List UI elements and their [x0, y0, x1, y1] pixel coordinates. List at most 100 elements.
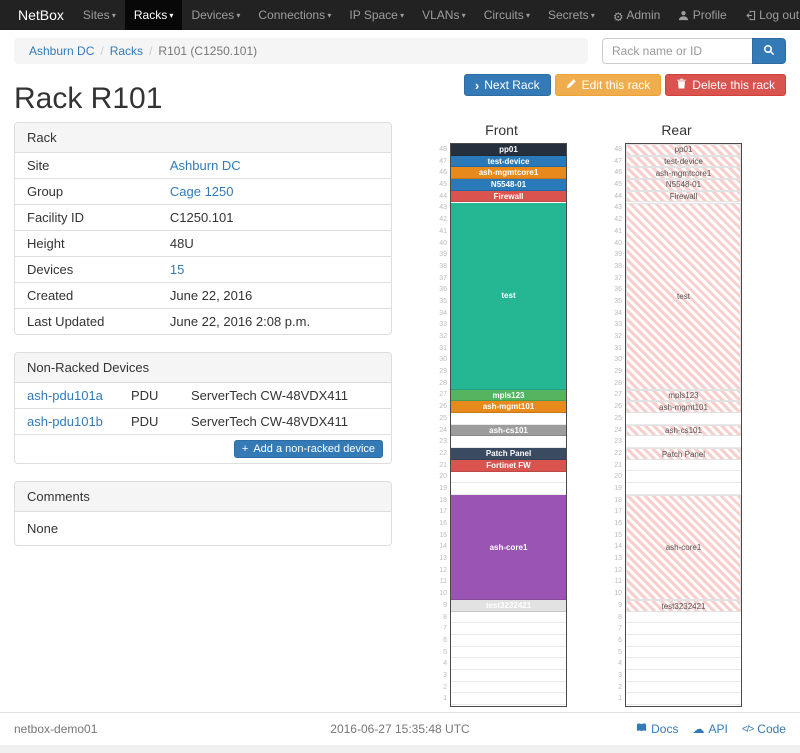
edit-rack-button[interactable]: Edit this rack [554, 74, 662, 96]
unit-number: 31 [439, 344, 447, 352]
nav-item-ip-space[interactable]: IP Space ▾ [340, 0, 413, 30]
unit-number: 40 [439, 239, 447, 247]
rack-attr-table: Site Ashburn DC Group Cage 1250 Facility ID C… [15, 153, 391, 334]
unit-number: 15 [614, 531, 622, 539]
rack-device[interactable]: test-device [626, 155, 741, 168]
nav-item-sites[interactable]: Sites ▾ [74, 0, 125, 30]
rack-device[interactable]: ash-mgmt101 [451, 401, 566, 414]
attr-value: June 22, 2016 2:08 p.m. [169, 314, 311, 329]
nav-admin[interactable]: ⚙ Admin [604, 0, 669, 30]
rack-device[interactable]: pp01 [626, 144, 741, 156]
nav-item-vlans[interactable]: VLANs ▾ [413, 0, 475, 30]
nav-item-circuits[interactable]: Circuits ▾ [475, 0, 539, 30]
nav-logout[interactable]: Log out [736, 0, 800, 30]
add-non-racked-device-button[interactable]: + Add a non-racked device [233, 440, 383, 458]
unit-number: 14 [614, 543, 622, 551]
rack-unit-slot [451, 670, 566, 682]
rack-device[interactable]: Firewall [451, 190, 566, 203]
unit-number: 24 [439, 426, 447, 434]
device-name-link[interactable]: ash-pdu101a [27, 388, 103, 403]
unit-number: 10 [439, 590, 447, 598]
unit-number: 26 [614, 403, 622, 411]
rack-device[interactable]: ash-cs101 [451, 424, 566, 437]
rack-device[interactable]: ash-mgmtcore1 [626, 167, 741, 180]
code-link[interactable]: </> Code [742, 722, 786, 736]
nav-profile[interactable]: Profile [669, 0, 735, 30]
rack-device[interactable]: mpls123 [626, 389, 741, 402]
nav-right: ⚙ Admin Profile Log out [604, 0, 800, 30]
page-title: Rack R101 [14, 82, 163, 115]
unit-number: 27 [614, 391, 622, 399]
nav-item-racks[interactable]: Racks ▾ [124, 0, 183, 30]
unit-number: 9 [618, 601, 622, 609]
nav-item-secrets[interactable]: Secrets ▾ [539, 0, 604, 30]
rack-device[interactable]: ash-core1 [626, 495, 741, 601]
search-input[interactable] [602, 38, 752, 64]
code-label: Code [757, 722, 786, 736]
breadcrumb-item[interactable]: Racks [109, 44, 144, 58]
logout-icon [745, 2, 756, 32]
rack-device[interactable]: test3232421 [451, 600, 566, 612]
rack-unit-slot [451, 436, 566, 448]
unit-number: 43 [614, 204, 622, 212]
pencil-icon [566, 78, 577, 92]
unit-number: 17 [614, 508, 622, 516]
rack-device[interactable]: Patch Panel [626, 448, 741, 460]
unit-number: 43 [439, 204, 447, 212]
rack-device[interactable]: Firewall [626, 190, 741, 203]
api-link[interactable]: ☁ API [692, 722, 727, 736]
device-name-link[interactable]: ash-pdu101b [27, 414, 103, 429]
attr-value[interactable]: Cage 1250 [169, 184, 234, 199]
rack-device[interactable]: pp01 [451, 144, 566, 156]
unit-number: 27 [439, 391, 447, 399]
attr-value[interactable]: Ashburn DC [169, 158, 241, 173]
unit-number: 20 [614, 473, 622, 481]
delete-rack-button[interactable]: Delete this rack [665, 74, 786, 96]
rack-unit-slot [451, 647, 566, 659]
unit-number: 45 [439, 181, 447, 189]
breadcrumb-item[interactable]: Ashburn DC [29, 44, 95, 58]
rack-device[interactable]: ash-mgmt101 [626, 401, 741, 414]
nav-item-connections[interactable]: Connections ▾ [249, 0, 340, 30]
rack-unit-slot [451, 682, 566, 694]
rack-device[interactable]: Patch Panel [451, 448, 566, 460]
brand-link[interactable]: NetBox [18, 7, 64, 23]
rack-device[interactable]: N5548-01 [451, 179, 566, 191]
rack-device[interactable]: mpls123 [451, 389, 566, 402]
attr-value[interactable]: 15 [169, 262, 185, 277]
search-button[interactable] [752, 38, 786, 64]
rack-unit-slot [626, 471, 741, 483]
attr-label: Last Updated [27, 314, 105, 329]
attr-label: Created [27, 288, 74, 303]
unit-number: 13 [614, 555, 622, 563]
unit-number: 20 [439, 473, 447, 481]
rack-device[interactable]: test [451, 202, 566, 390]
rack-unit-slot [626, 612, 741, 624]
rack-device[interactable]: N5548-01 [626, 179, 741, 191]
rack-unit-slot [626, 460, 741, 472]
rack-attr-row: Site Ashburn DC [15, 153, 391, 178]
rack-device[interactable]: test [626, 202, 741, 390]
next-rack-button[interactable]: › Next Rack [463, 74, 551, 96]
unit-number: 15 [439, 531, 447, 539]
unit-number: 4 [618, 660, 622, 668]
nav-item-devices[interactable]: Devices ▾ [182, 0, 249, 30]
rack-unit-slot [451, 658, 566, 670]
docs-link[interactable]: Docs [636, 722, 678, 736]
rack-device[interactable]: ash-mgmtcore1 [451, 167, 566, 180]
rack-unit-slot [451, 635, 566, 647]
attr-value: 48U [169, 236, 194, 251]
rack-device[interactable]: test-device [451, 155, 566, 168]
rack-attr-row: Group Cage 1250 [15, 178, 391, 204]
front-unit-numbers: 48 47 46 45 44 43 42 41 40 39 38 37 36 35 34 33 32 31 30 29… [436, 143, 450, 707]
attr-label: Facility ID [27, 210, 85, 225]
unit-number: 30 [439, 356, 447, 364]
unit-number: 33 [439, 321, 447, 329]
unit-number: 10 [614, 590, 622, 598]
rack-device[interactable]: ash-cs101 [626, 424, 741, 437]
nav-item-label: Racks [133, 8, 168, 22]
rack-device[interactable]: ash-core1 [451, 495, 566, 601]
rack-device[interactable]: Fortinet FW [451, 459, 566, 472]
rack-device[interactable]: test3232421 [626, 600, 741, 612]
rack-unit-slot [626, 635, 741, 647]
